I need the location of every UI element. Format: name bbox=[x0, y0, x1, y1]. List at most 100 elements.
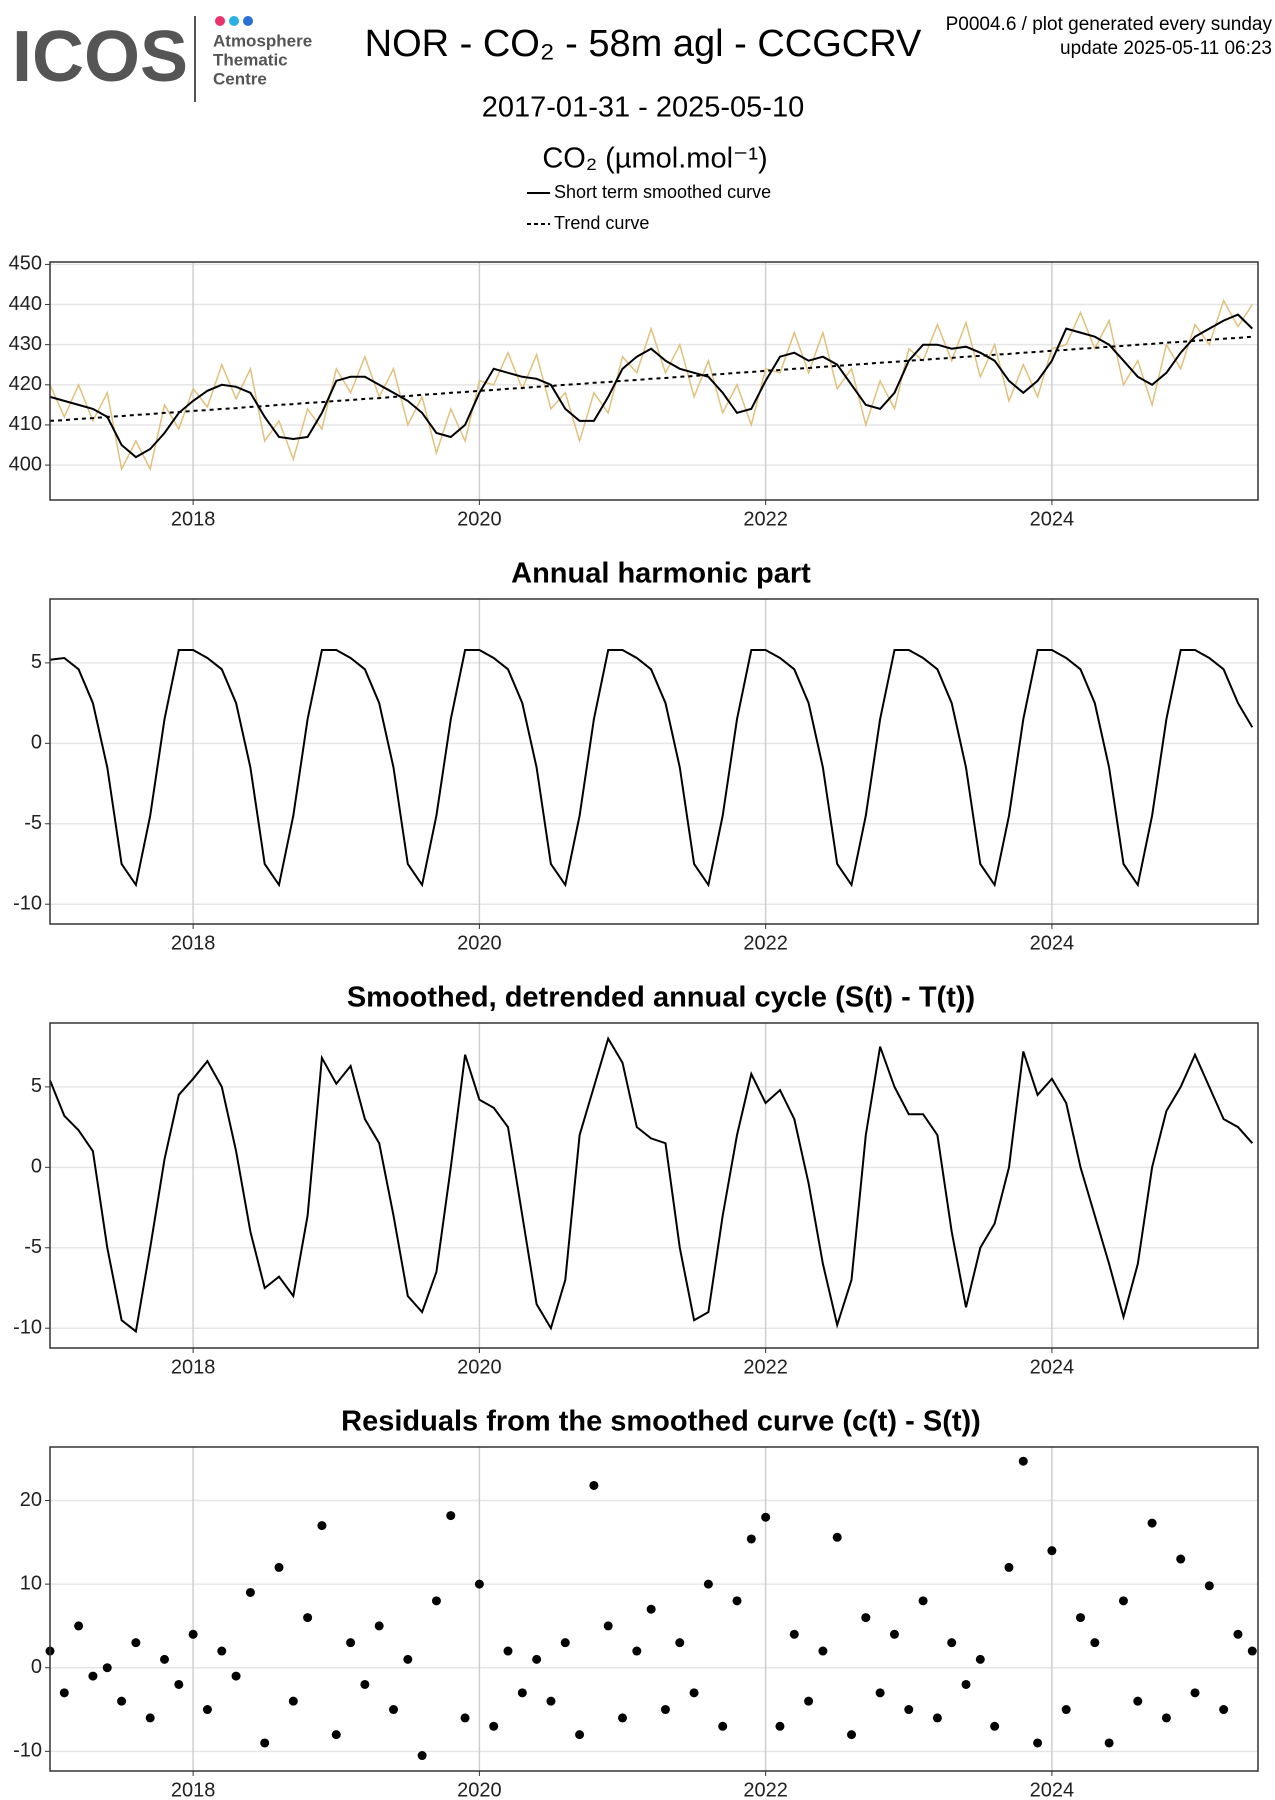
point bbox=[804, 1696, 814, 1706]
line-series bbox=[49, 298, 1253, 472]
panel-title: Smoothed, detrended annual cycle (S(t) -… bbox=[347, 982, 975, 1014]
plot-frame bbox=[49, 1446, 1259, 1772]
logo-line: Atmosphere bbox=[213, 31, 312, 50]
point bbox=[1033, 1738, 1043, 1748]
point bbox=[360, 1679, 370, 1689]
point bbox=[889, 1629, 899, 1639]
point bbox=[274, 1562, 284, 1572]
y-tick-label: 430 bbox=[9, 333, 42, 355]
point bbox=[990, 1721, 1000, 1731]
x-tick-label: 2024 bbox=[1030, 508, 1075, 530]
point bbox=[417, 1751, 427, 1761]
point bbox=[303, 1613, 313, 1623]
point bbox=[489, 1721, 499, 1731]
point bbox=[88, 1671, 98, 1681]
point bbox=[317, 1521, 327, 1531]
point bbox=[703, 1579, 713, 1589]
logo-dot bbox=[215, 16, 225, 26]
point bbox=[975, 1654, 985, 1664]
point bbox=[245, 1587, 255, 1597]
point bbox=[947, 1638, 957, 1648]
x-tick-label: 2022 bbox=[743, 1356, 788, 1378]
note: P0004.6 / plot generated every sunday bbox=[946, 14, 1273, 35]
x-tick-label: 2018 bbox=[171, 1356, 216, 1378]
line-series bbox=[49, 313, 1253, 459]
point bbox=[689, 1688, 699, 1698]
point bbox=[460, 1713, 470, 1723]
point bbox=[1176, 1554, 1186, 1564]
point bbox=[1161, 1713, 1171, 1723]
point bbox=[74, 1621, 84, 1631]
point bbox=[117, 1696, 127, 1706]
point bbox=[59, 1688, 69, 1698]
x-tick-label: 2020 bbox=[457, 508, 502, 530]
point bbox=[389, 1705, 399, 1715]
point bbox=[589, 1480, 599, 1490]
y-tick-label: -5 bbox=[24, 1236, 42, 1258]
legend-label: Trend curve bbox=[554, 213, 649, 233]
panel-title: Annual harmonic part bbox=[511, 558, 811, 590]
point bbox=[1118, 1596, 1128, 1606]
point bbox=[260, 1738, 270, 1748]
line-series bbox=[49, 335, 1253, 422]
point bbox=[474, 1579, 484, 1589]
point bbox=[202, 1705, 212, 1715]
y-tick-label: 420 bbox=[9, 373, 42, 395]
point bbox=[517, 1688, 527, 1698]
point bbox=[761, 1512, 771, 1522]
y-tick-label: -10 bbox=[13, 892, 42, 914]
point bbox=[789, 1629, 799, 1639]
y-tick-label: 20 bbox=[20, 1489, 42, 1511]
note: update 2025-05-11 06:23 bbox=[1060, 38, 1272, 59]
point bbox=[374, 1621, 384, 1631]
y-tick-label: 400 bbox=[9, 453, 42, 475]
point bbox=[961, 1679, 971, 1689]
point bbox=[675, 1638, 685, 1648]
point bbox=[832, 1532, 842, 1542]
y-tick-label: 5 bbox=[31, 1075, 42, 1097]
line-series bbox=[49, 649, 1254, 888]
y-tick-label: -10 bbox=[13, 1316, 42, 1338]
subtitle: 2017-01-31 - 2025-05-10 bbox=[482, 92, 804, 124]
x-tick-label: 2018 bbox=[171, 508, 216, 530]
x-tick-label: 2018 bbox=[171, 1779, 216, 1800]
logo-line: Thematic bbox=[213, 50, 288, 69]
point bbox=[818, 1646, 828, 1656]
point bbox=[560, 1638, 570, 1648]
point bbox=[331, 1730, 341, 1740]
point bbox=[1047, 1546, 1057, 1556]
chart-title: NOR - CO₂ - 58m agl - CCGCRV bbox=[365, 23, 922, 65]
x-tick-label: 2022 bbox=[743, 1779, 788, 1800]
point bbox=[403, 1654, 413, 1664]
x-tick-label: 2024 bbox=[1030, 1356, 1075, 1378]
point bbox=[732, 1596, 742, 1606]
point bbox=[131, 1638, 141, 1648]
y-tick-label: -10 bbox=[13, 1740, 42, 1762]
logo: ICOS bbox=[12, 17, 188, 97]
point bbox=[918, 1596, 928, 1606]
x-tick-label: 2022 bbox=[743, 508, 788, 530]
logo-dot bbox=[229, 16, 239, 26]
point bbox=[904, 1705, 914, 1715]
panel-title: Residuals from the smoothed curve (c(t) … bbox=[341, 1406, 981, 1438]
point bbox=[346, 1638, 356, 1648]
x-tick-label: 2020 bbox=[457, 1356, 502, 1378]
point bbox=[546, 1696, 556, 1706]
point bbox=[861, 1613, 871, 1623]
x-tick-label: 2020 bbox=[457, 1779, 502, 1800]
x-tick-label: 2020 bbox=[457, 932, 502, 954]
y-tick-label: 450 bbox=[9, 253, 42, 275]
point bbox=[174, 1679, 184, 1689]
point bbox=[1090, 1638, 1100, 1648]
y-tick-label: 0 bbox=[31, 1656, 42, 1678]
x-tick-label: 2024 bbox=[1030, 1779, 1075, 1800]
plot-frame bbox=[49, 598, 1259, 925]
point bbox=[1219, 1705, 1229, 1715]
logo-line: Centre bbox=[213, 69, 267, 88]
point bbox=[446, 1511, 456, 1521]
point bbox=[1004, 1562, 1014, 1572]
point bbox=[1233, 1629, 1243, 1639]
point bbox=[1147, 1518, 1157, 1528]
x-tick-label: 2022 bbox=[743, 932, 788, 954]
